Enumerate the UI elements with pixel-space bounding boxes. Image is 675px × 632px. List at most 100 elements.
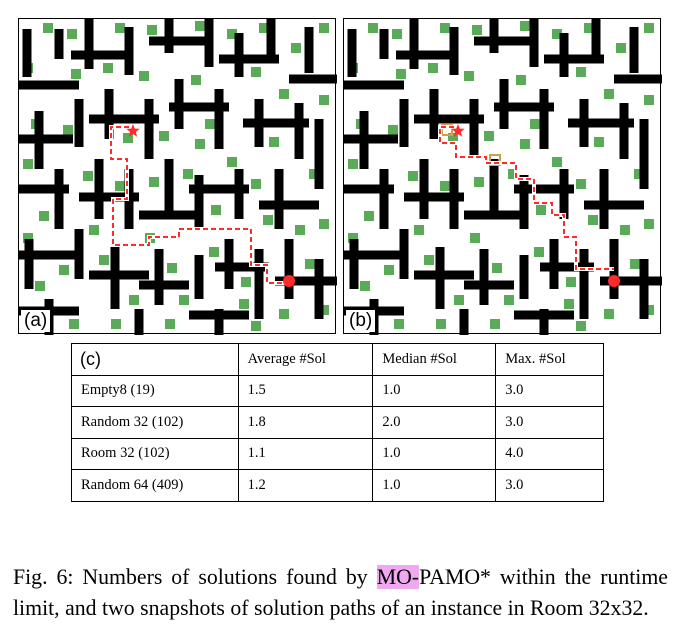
goal-cell — [59, 265, 69, 275]
goal-cell — [364, 211, 374, 221]
goal-cell — [534, 247, 544, 257]
goal-cell — [520, 139, 530, 149]
goal-cell — [319, 305, 329, 315]
start-star-icon — [451, 124, 465, 137]
goal-cell — [165, 319, 175, 329]
goal-cell — [39, 211, 49, 221]
goal-cell — [428, 63, 438, 73]
goal-cell — [644, 95, 654, 105]
goal-cell — [440, 23, 450, 33]
goal-cell — [191, 75, 201, 85]
goal-dot-icon — [608, 275, 620, 287]
goal-cell — [149, 177, 159, 187]
goal-cell — [576, 179, 586, 189]
goal-cell — [604, 89, 614, 99]
goal-cell — [115, 181, 125, 191]
goal-cell — [576, 67, 586, 77]
goal-cell — [470, 233, 480, 243]
goal-cell — [564, 299, 574, 309]
goal-cell — [630, 259, 640, 269]
caption-highlight: MO- — [376, 564, 420, 589]
table-row: Random 64 (409) 1.2 1.0 3.0 — [71, 469, 604, 502]
goal-cell — [129, 295, 139, 305]
goal-cell — [552, 29, 562, 39]
table-row: Random 32 (102) 1.8 2.0 3.0 — [71, 406, 604, 439]
goal-cell — [83, 171, 93, 181]
goal-cell — [424, 255, 434, 265]
goal-cell — [584, 23, 594, 33]
goal-cell — [436, 319, 446, 329]
goal-cell — [227, 157, 237, 167]
goal-cell — [634, 169, 644, 179]
panel-a-label: (a) — [21, 310, 51, 332]
goal-cell — [71, 69, 81, 79]
goal-cell — [440, 181, 450, 191]
goal-cell — [414, 225, 424, 235]
goal-cell — [211, 205, 221, 215]
row-average: 1.5 — [237, 374, 374, 407]
header-median: Median #Sol — [372, 343, 497, 376]
goal-cell — [644, 305, 654, 315]
room-map-b — [344, 19, 662, 335]
goal-cell — [111, 319, 121, 329]
goal-cell — [348, 159, 358, 169]
goal-cell — [536, 205, 546, 215]
row-average: 1.8 — [237, 406, 374, 439]
goal-cell — [552, 157, 562, 167]
goal-cell — [23, 159, 33, 169]
goal-cell — [179, 295, 189, 305]
table-corner-label: (c) — [71, 343, 239, 376]
goal-cell — [139, 71, 149, 81]
goal-cell — [360, 281, 370, 291]
row-max: 4.0 — [495, 437, 604, 470]
goal-cell — [147, 25, 157, 35]
panel-b-label: (b) — [346, 310, 376, 332]
goal-cell — [291, 43, 301, 53]
goal-cell — [67, 29, 77, 39]
panel-b-map: (b) — [343, 18, 662, 335]
goal-cell — [241, 277, 251, 287]
goal-cell — [408, 171, 418, 181]
goal-cell — [588, 215, 598, 225]
goal-cell — [259, 23, 269, 33]
goal-cell — [167, 263, 177, 273]
row-max: 3.0 — [495, 406, 604, 439]
goal-cell — [263, 215, 273, 225]
start-star-icon — [126, 124, 140, 137]
goal-cell — [464, 71, 474, 81]
row-map-name: Room 32 (102) — [71, 437, 239, 470]
figure-caption: Fig. 6: Numbers of solutions found by MO… — [13, 562, 668, 624]
goal-cell — [392, 29, 402, 39]
goal-cell — [305, 259, 315, 269]
panel-a-map: (a) — [18, 18, 337, 335]
goal-cell — [183, 169, 193, 179]
header-average: Average #Sol — [237, 343, 374, 376]
goal-cell — [520, 21, 530, 31]
goal-cell — [620, 225, 630, 235]
results-table: (c) Average #Sol Median #Sol Max. #Sol E… — [71, 343, 604, 502]
goal-cell — [227, 29, 237, 39]
goal-cell — [616, 43, 626, 53]
caption-prefix: Fig. 6: Numbers of solutions found by — [13, 564, 377, 589]
goal-cell — [115, 23, 125, 33]
goal-cell — [195, 21, 205, 31]
goal-cell — [508, 169, 518, 179]
row-max: 3.0 — [495, 374, 604, 407]
solution-path — [110, 126, 287, 284]
row-median: 1.0 — [372, 437, 497, 470]
table-row: Empty8 (19) 1.5 1.0 3.0 — [71, 374, 604, 407]
goal-cell — [384, 265, 394, 275]
goal-cell — [23, 233, 33, 243]
goal-cell — [99, 255, 109, 265]
goal-cell — [69, 319, 79, 329]
goal-cell — [251, 321, 261, 331]
goal-cell — [205, 119, 215, 129]
row-median: 1.0 — [372, 469, 497, 502]
table-row: Room 32 (102) 1.1 1.0 4.0 — [71, 437, 604, 470]
goal-cell — [516, 75, 526, 85]
goal-cell — [269, 137, 279, 147]
solution-path — [439, 126, 614, 270]
caption-suffix: PAMO* within the runtime limit, and two … — [13, 564, 668, 620]
row-map-name: Random 32 (102) — [71, 406, 239, 439]
goal-cell — [474, 177, 484, 187]
